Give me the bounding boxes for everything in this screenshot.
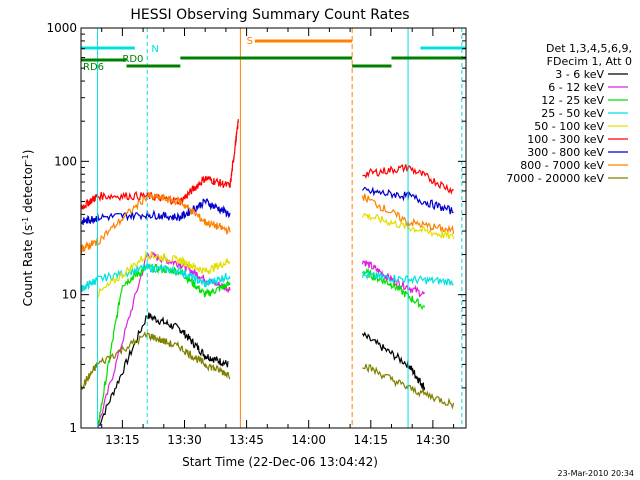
series-line-3-segment-0 bbox=[80, 263, 231, 292]
chart-title: HESSI Observing Summary Count Rates bbox=[130, 7, 409, 23]
y-tick-label-2: 100 bbox=[54, 154, 77, 168]
y-label-end: ) bbox=[21, 150, 35, 155]
series-line-6-segment-0 bbox=[80, 198, 231, 225]
annotation-rd6: RD6 bbox=[83, 62, 104, 73]
y-label-exp1: -1 bbox=[21, 217, 30, 225]
y-tick-label-0: 1 bbox=[69, 421, 77, 435]
series-line-7-segment-0 bbox=[80, 192, 231, 255]
x-tick-label-4: 14:15 bbox=[353, 433, 388, 447]
x-tick-label-2: 13:45 bbox=[229, 433, 264, 447]
x-tick-label-1: 13:30 bbox=[167, 433, 202, 447]
y-label-mid: detector bbox=[21, 162, 35, 217]
legend: Det 1,3,4,5,6,9, FDecim 1, Att 0 3 - 6 k… bbox=[506, 42, 632, 185]
axes-frame bbox=[80, 27, 467, 429]
svg-text:Count Rate (s-1 detector-1): Count Rate (s-1 detector-1) bbox=[21, 150, 36, 307]
series-line-0-segment-0 bbox=[97, 312, 229, 429]
x-tick-label-3: 14:00 bbox=[291, 433, 326, 447]
legend-label-3: 25 - 50 keV bbox=[541, 107, 604, 120]
annotation-n: N bbox=[151, 44, 158, 55]
x-tick-label-0: 13:15 bbox=[105, 433, 140, 447]
legend-label-2: 12 - 25 keV bbox=[541, 94, 604, 107]
y-label-main: Count Rate (s bbox=[21, 225, 35, 307]
series-line-1-segment-1 bbox=[361, 259, 426, 298]
series-line-8-segment-0 bbox=[80, 331, 231, 391]
plot-area bbox=[80, 28, 466, 429]
legend-header-2: FDecim 1, Att 0 bbox=[547, 55, 632, 68]
timestamp: 23-Mar-2010 20:34 bbox=[557, 469, 635, 478]
annotation-s: S bbox=[247, 36, 253, 47]
x-axis-label: Start Time (22-Dec-06 13:04:42) bbox=[182, 455, 378, 469]
y-tick-label-3: 1000 bbox=[46, 21, 77, 35]
series-line-2-segment-1 bbox=[361, 267, 426, 310]
legend-label-0: 3 - 6 keV bbox=[555, 68, 604, 81]
annotation-rd0: RD0 bbox=[122, 54, 143, 65]
legend-header-1: Det 1,3,4,5,6,9, bbox=[546, 42, 632, 55]
legend-label-7: 800 - 7000 keV bbox=[520, 159, 604, 172]
x-tick-label-5: 14:30 bbox=[416, 433, 451, 447]
y-label-exp2: -1 bbox=[21, 154, 30, 162]
series-line-4-segment-0 bbox=[97, 250, 231, 298]
y-tick-label-1: 10 bbox=[62, 288, 77, 302]
legend-label-6: 300 - 800 keV bbox=[527, 146, 604, 159]
y-axis-label: Count Rate (s-1 detector-1) bbox=[21, 150, 36, 307]
legend-label-1: 6 - 12 keV bbox=[548, 81, 604, 94]
legend-label-8: 7000 - 20000 keV bbox=[506, 172, 604, 185]
legend-label-4: 50 - 100 keV bbox=[534, 120, 604, 133]
legend-label-5: 100 - 300 keV bbox=[527, 133, 604, 146]
